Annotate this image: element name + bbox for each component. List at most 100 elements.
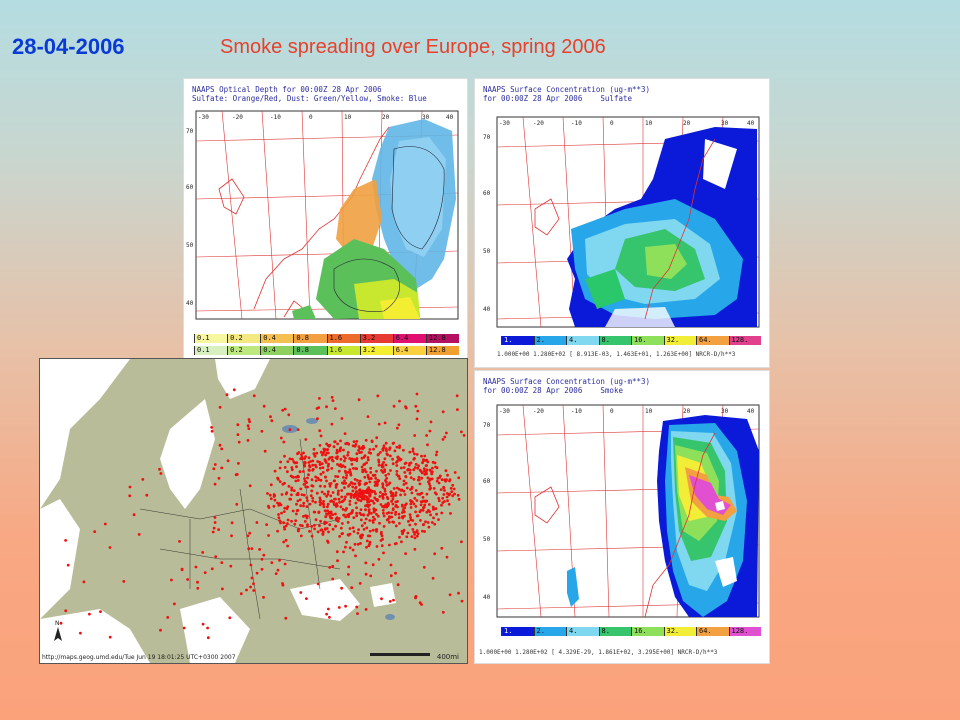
fire-point: [411, 447, 415, 451]
fire-point: [449, 486, 453, 490]
scale-tick: 3.2: [359, 334, 393, 343]
fire-point: [392, 598, 395, 602]
fire-point: [304, 438, 308, 441]
fire-point: [346, 470, 350, 474]
fire-point: [336, 455, 339, 459]
svg-text:-10: -10: [571, 120, 582, 127]
fire-point: [373, 473, 377, 477]
fire-point: [419, 503, 423, 507]
fire-point: [374, 476, 378, 480]
fire-point: [433, 552, 437, 556]
fire-point: [358, 479, 362, 483]
scale-tick: 12.8: [425, 346, 459, 355]
fire-point: [416, 409, 420, 413]
fire-point: [350, 511, 354, 514]
fire-point: [433, 461, 437, 465]
fire-point: [390, 515, 394, 519]
fire-point: [443, 435, 447, 439]
svg-text:40: 40: [747, 120, 755, 127]
fire-point: [166, 616, 170, 619]
fire-point: [416, 514, 420, 518]
fire-point: [286, 505, 290, 509]
fire-point: [103, 522, 107, 526]
fire-point: [290, 468, 294, 472]
fire-point: [330, 467, 334, 470]
fire-point: [307, 456, 311, 460]
fire-point: [318, 500, 322, 504]
fire-point: [391, 508, 395, 512]
fire-point: [307, 468, 311, 472]
fire-point: [82, 580, 86, 584]
fire-point: [398, 444, 401, 448]
fire-point: [442, 493, 446, 496]
fire-point: [310, 534, 314, 538]
svg-text:30: 30: [422, 114, 430, 121]
fire-point: [382, 525, 386, 528]
color-scale-2: 0.1 0.2 0.4 0.8 1.6 3.2 6.4 12.8: [194, 346, 459, 355]
fire-point: [436, 477, 440, 480]
fire-point: [239, 592, 243, 596]
fire-point: [333, 407, 337, 410]
fire-point: [371, 521, 375, 524]
fire-point: [374, 444, 378, 448]
fire-point: [448, 593, 452, 597]
scale-tick: 8.: [598, 627, 631, 636]
fire-point: [431, 505, 435, 509]
fire-point: [250, 547, 254, 550]
fire-point: [335, 516, 339, 520]
fire-point: [318, 397, 321, 400]
fire-point: [318, 524, 321, 528]
fire-point: [373, 480, 377, 484]
fire-point: [299, 534, 303, 538]
svg-text:-10: -10: [270, 114, 281, 121]
fire-point: [173, 602, 176, 606]
fire-point: [314, 500, 317, 504]
fire-point: [316, 460, 319, 463]
fire-point: [417, 478, 421, 482]
fire-point: [412, 477, 416, 481]
svg-text:60: 60: [483, 190, 491, 197]
fire-point: [369, 476, 373, 480]
fire-point: [397, 516, 401, 520]
fire-point: [297, 527, 300, 531]
fire-point: [371, 515, 375, 519]
fire-point: [354, 486, 357, 490]
fire-point: [425, 492, 429, 496]
fire-point: [249, 585, 253, 589]
fire-point: [353, 478, 357, 481]
fire-point: [403, 510, 406, 514]
fire-point: [339, 505, 343, 509]
fire-point: [391, 457, 394, 461]
fire-point: [373, 518, 377, 521]
scale-tick: 2.: [533, 627, 566, 636]
fire-point: [404, 552, 407, 555]
fire-point: [391, 520, 395, 524]
fire-point: [338, 535, 341, 538]
fire-point: [382, 461, 385, 464]
fire-point: [424, 520, 427, 524]
fire-point: [411, 450, 415, 453]
fire-point: [376, 483, 379, 486]
fire-point: [437, 518, 440, 521]
svg-text:-20: -20: [533, 120, 544, 127]
fire-point: [141, 478, 145, 481]
fire-point: [362, 469, 365, 473]
fire-point: [310, 525, 314, 528]
fire-point: [282, 525, 286, 529]
fire-point: [460, 430, 463, 434]
fire-point: [325, 405, 328, 409]
fire-point: [276, 478, 280, 481]
fire-point: [455, 394, 459, 398]
fire-point: [381, 497, 385, 500]
fire-point: [368, 503, 371, 507]
scale-tick: 0.8: [293, 334, 327, 343]
fire-point: [325, 451, 329, 455]
fire-point: [440, 546, 444, 550]
fire-point: [365, 496, 369, 499]
fire-point: [431, 576, 435, 580]
fire-point: [294, 519, 298, 522]
fire-point: [310, 489, 314, 493]
fire-point: [413, 536, 417, 540]
fire-point: [386, 497, 390, 501]
fire-point: [324, 459, 327, 463]
